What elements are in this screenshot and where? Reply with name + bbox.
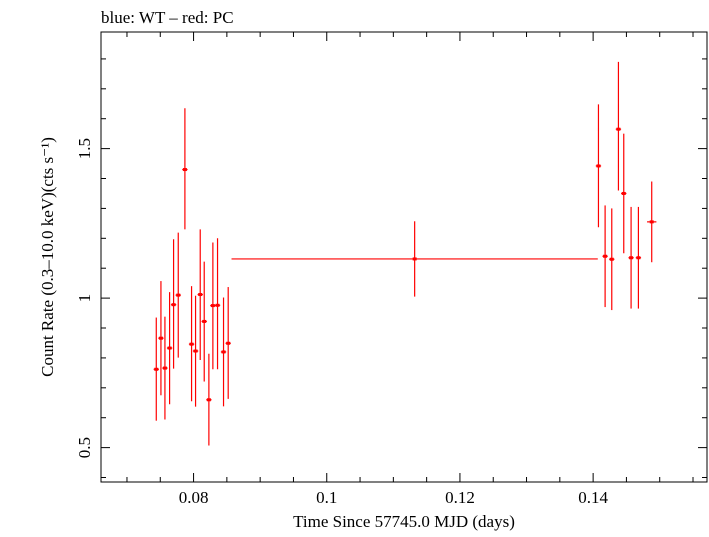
chart-title: blue: WT – red: PC bbox=[101, 8, 234, 27]
data-point bbox=[231, 221, 598, 297]
point-marker bbox=[636, 256, 641, 260]
data-point bbox=[162, 316, 168, 420]
data-point bbox=[170, 239, 177, 369]
point-marker bbox=[621, 191, 626, 195]
data-point bbox=[153, 317, 159, 421]
point-marker bbox=[616, 127, 621, 131]
data-point bbox=[635, 206, 642, 309]
data-point bbox=[197, 229, 203, 361]
x-axis-ticks: 0.08 0.1 0.12 0.14 bbox=[126, 32, 694, 507]
point-marker bbox=[162, 366, 167, 370]
data-point bbox=[609, 208, 615, 311]
plot-frame bbox=[100, 31, 708, 483]
y-axis-label: Count Rate (0.3–10.0 keV)(cts s⁻¹) bbox=[38, 137, 57, 377]
point-marker bbox=[206, 398, 211, 402]
y-tick-label: 1 bbox=[75, 294, 94, 303]
data-point bbox=[647, 181, 657, 263]
point-marker bbox=[215, 303, 220, 307]
x-tick-label: 0.08 bbox=[179, 488, 209, 507]
data-point bbox=[192, 295, 199, 407]
data-point bbox=[220, 297, 227, 407]
point-marker bbox=[193, 349, 198, 353]
point-marker bbox=[154, 367, 159, 371]
data-point bbox=[210, 242, 216, 370]
x-axis-label: Time Since 57745.0 MJD (days) bbox=[293, 512, 515, 531]
y-tick-label: 1.5 bbox=[75, 138, 94, 159]
point-marker bbox=[158, 336, 163, 340]
data-point bbox=[214, 238, 221, 370]
data-point bbox=[201, 261, 207, 382]
point-marker bbox=[226, 341, 231, 345]
point-marker bbox=[649, 220, 654, 224]
point-marker bbox=[198, 293, 203, 297]
point-marker bbox=[171, 303, 176, 307]
data-point bbox=[615, 61, 622, 191]
point-marker bbox=[202, 319, 207, 323]
data-point bbox=[206, 353, 212, 446]
point-marker bbox=[167, 346, 172, 350]
data-point bbox=[182, 108, 188, 230]
y-axis-ticks: 0.5 1 1.5 bbox=[75, 58, 707, 479]
point-marker bbox=[609, 257, 614, 261]
data-point bbox=[225, 287, 231, 399]
x-tick-label: 0.14 bbox=[578, 488, 608, 507]
point-marker bbox=[210, 304, 215, 308]
point-marker bbox=[596, 164, 601, 168]
data-points bbox=[153, 61, 657, 446]
point-marker bbox=[182, 168, 187, 172]
data-point bbox=[175, 232, 181, 358]
data-point bbox=[158, 281, 164, 396]
point-marker bbox=[189, 342, 194, 346]
data-point bbox=[602, 205, 608, 308]
x-tick-label: 0.12 bbox=[445, 488, 475, 507]
x-tick-label: 0.1 bbox=[316, 488, 337, 507]
data-point bbox=[595, 104, 602, 228]
point-marker bbox=[603, 254, 608, 258]
point-marker bbox=[629, 256, 634, 260]
point-marker bbox=[412, 257, 417, 261]
point-marker bbox=[176, 293, 181, 297]
y-tick-label: 0.5 bbox=[75, 437, 94, 458]
point-marker bbox=[221, 350, 226, 354]
data-point bbox=[188, 286, 195, 402]
data-point bbox=[628, 206, 634, 309]
data-point bbox=[166, 292, 173, 405]
data-point bbox=[621, 133, 627, 254]
